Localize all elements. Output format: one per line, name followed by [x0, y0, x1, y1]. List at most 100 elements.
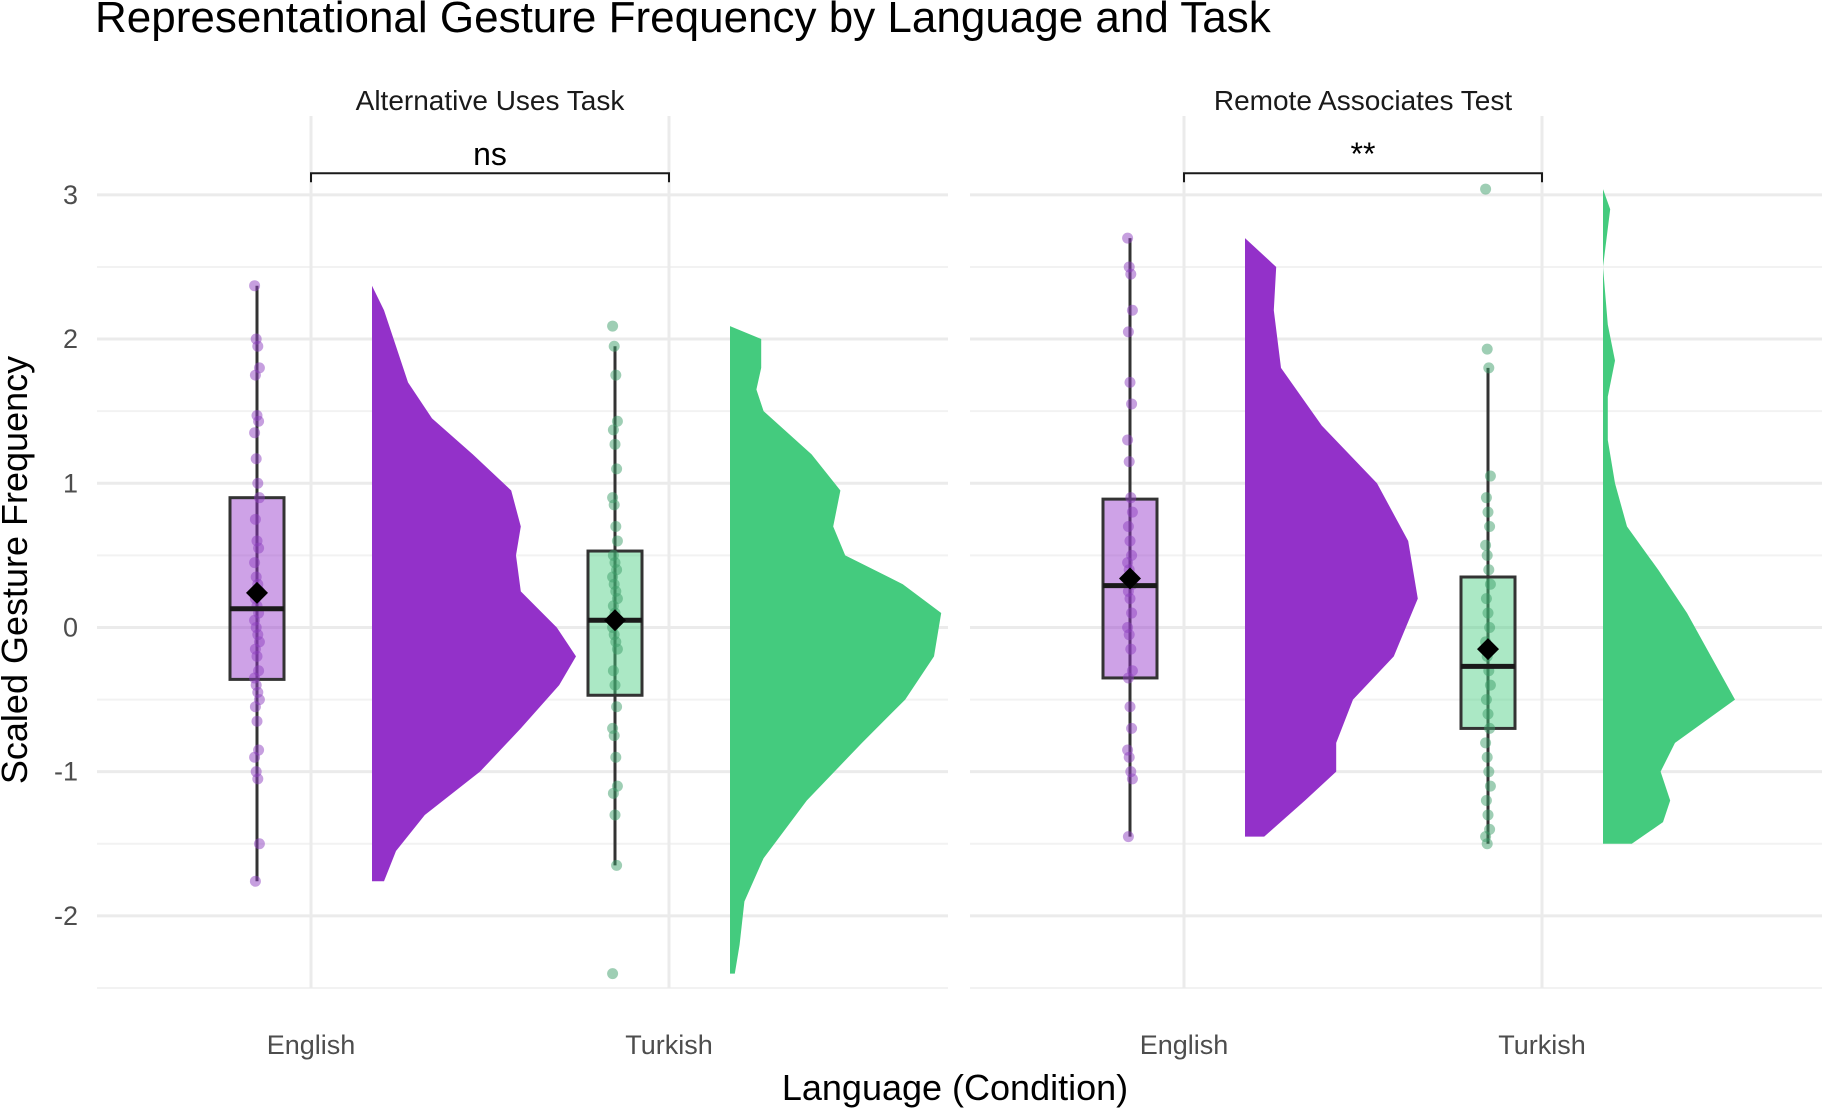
data-point	[1483, 564, 1495, 576]
data-point	[611, 463, 623, 475]
x-tick-label: Turkish	[625, 1030, 713, 1060]
data-point	[1483, 362, 1495, 374]
data-point	[1480, 492, 1492, 504]
data-point	[607, 665, 619, 677]
data-point	[1483, 766, 1495, 778]
panel-strip-label: Alternative Uses Task	[356, 85, 626, 116]
x-tick-label: English	[1140, 1030, 1229, 1060]
data-point	[1123, 629, 1135, 641]
data-point	[1125, 492, 1137, 504]
y-tick-label: -1	[54, 757, 78, 787]
data-point	[610, 751, 622, 763]
data-point	[1480, 795, 1492, 807]
data-point	[608, 340, 620, 352]
data-point	[250, 453, 262, 465]
group-english	[1101, 232, 1418, 843]
x-tick-label: Turkish	[1498, 1030, 1586, 1060]
data-point	[253, 542, 265, 554]
density-cloud	[372, 285, 576, 882]
y-tick-label: 2	[63, 324, 78, 354]
data-point	[252, 773, 264, 785]
y-tick-label: 1	[63, 468, 78, 498]
data-point	[1484, 578, 1496, 590]
data-point	[1484, 722, 1496, 734]
significance-label: ns	[473, 136, 507, 172]
data-point	[253, 838, 265, 850]
data-point	[1126, 773, 1138, 785]
data-point	[607, 787, 619, 799]
data-point	[1480, 539, 1492, 551]
panel-alternative-uses-task: Alternative Uses Task ns English Turkish	[97, 85, 948, 1060]
data-point	[1484, 521, 1496, 533]
data-point	[1481, 549, 1493, 561]
y-tick-label: 0	[63, 612, 78, 642]
data-point	[607, 320, 619, 332]
data-point	[1482, 809, 1494, 821]
data-point	[611, 859, 623, 871]
group-english	[228, 280, 576, 887]
y-tick-label: 3	[63, 180, 78, 210]
data-point	[252, 340, 264, 352]
data-point	[607, 424, 619, 436]
chart-panels: Alternative Uses Task ns English Turkish Rem…	[97, 85, 1822, 1060]
data-point	[1126, 607, 1138, 619]
data-point	[608, 499, 620, 511]
panel-remote-associates-test: Remote Associates Test ** English Turkish	[970, 85, 1822, 1060]
data-point	[611, 535, 623, 547]
x-axis-title: Language (Condition)	[782, 1067, 1128, 1108]
data-point	[1482, 607, 1494, 619]
data-point	[1122, 521, 1134, 533]
data-point	[1480, 183, 1492, 195]
mean-marker	[1119, 567, 1141, 590]
data-point	[1484, 780, 1496, 792]
significance-bracket	[1183, 172, 1543, 183]
data-point	[1122, 326, 1134, 338]
density-cloud	[1603, 189, 1735, 844]
data-point	[1124, 535, 1136, 547]
data-point	[1126, 304, 1138, 316]
data-point	[253, 415, 265, 427]
data-point	[1125, 268, 1137, 280]
data-point	[1124, 593, 1136, 605]
y-axis-ticks: 3 2 1 0 -1 -2	[54, 180, 78, 931]
data-point	[609, 679, 621, 691]
data-point	[249, 513, 261, 525]
data-point	[611, 701, 623, 713]
data-point	[609, 809, 621, 821]
data-point	[611, 415, 623, 427]
data-point	[611, 643, 623, 655]
data-point	[1482, 708, 1494, 720]
group-turkish	[586, 320, 942, 980]
data-point	[249, 369, 261, 381]
significance-bracket	[310, 172, 670, 183]
data-point	[609, 438, 621, 450]
data-point	[1482, 506, 1494, 518]
data-point	[608, 730, 620, 742]
data-point	[1123, 456, 1135, 468]
data-point	[253, 492, 265, 504]
data-point	[1480, 593, 1492, 605]
data-point	[1126, 506, 1138, 518]
data-point	[1124, 376, 1136, 388]
data-point	[249, 427, 261, 439]
data-point	[1123, 751, 1135, 763]
panel-strip-label: Remote Associates Test	[1214, 85, 1513, 116]
data-point	[1126, 398, 1138, 410]
density-cloud	[1245, 238, 1418, 837]
mean-marker	[604, 609, 626, 632]
data-point	[610, 369, 622, 381]
x-tick-label: English	[267, 1030, 356, 1060]
data-point	[1481, 751, 1493, 763]
data-point	[1480, 694, 1492, 706]
data-point	[610, 521, 622, 533]
data-point	[1122, 831, 1134, 843]
data-point	[252, 477, 264, 489]
data-point	[1124, 701, 1136, 713]
y-tick-label: -2	[54, 901, 78, 931]
mean-marker	[1477, 638, 1499, 661]
data-point	[607, 968, 619, 980]
data-point	[1484, 470, 1496, 482]
data-point	[251, 715, 263, 727]
data-point	[1484, 621, 1496, 633]
